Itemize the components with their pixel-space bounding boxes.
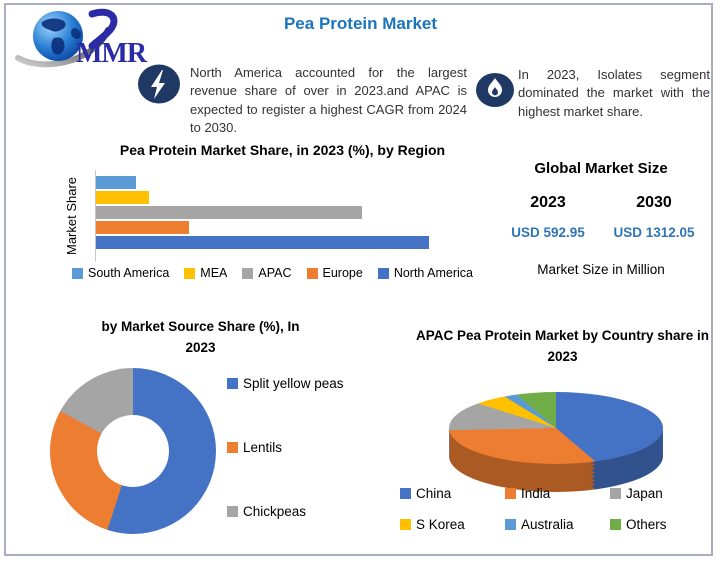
legend-swatch bbox=[227, 442, 238, 453]
legend-item-apac: APAC bbox=[242, 266, 292, 280]
logo-text: MMR bbox=[76, 38, 148, 69]
bar-mea bbox=[96, 191, 150, 204]
legend-swatch bbox=[400, 488, 411, 499]
legend-swatch bbox=[377, 267, 389, 279]
legend-item-lentils: Lentils bbox=[227, 440, 344, 455]
page-title: Pea Protein Market bbox=[283, 14, 438, 33]
bar-europe bbox=[96, 221, 190, 234]
legend-swatch bbox=[184, 267, 196, 279]
legend-swatch bbox=[227, 378, 238, 389]
legend-item-australia: Australia bbox=[505, 517, 610, 532]
globe-logo-icon: MMR bbox=[15, 8, 149, 69]
legend-label: MEA bbox=[200, 266, 228, 280]
legend-label: Europe bbox=[322, 266, 363, 280]
legend-label: APAC bbox=[258, 266, 292, 280]
bar-chart-legend: South America MEA APAC Europe North America bbox=[70, 266, 475, 280]
bar-apac bbox=[96, 206, 363, 219]
bar-chart-axis bbox=[95, 170, 96, 262]
lightning-icon bbox=[138, 63, 180, 110]
donut-legend: Split yellow peas Lentils Chickpeas bbox=[227, 376, 344, 519]
pie-chart-title: APAC Pea Protein Market by Country share… bbox=[415, 328, 710, 364]
legend-item-s-korea: S Korea bbox=[400, 517, 505, 532]
bar-chart-title: Pea Protein Market Share, in 2023 (%), b… bbox=[119, 142, 446, 158]
legend-swatch bbox=[505, 519, 516, 530]
legend-label: Others bbox=[626, 517, 667, 532]
callout-north-america: North America accounted for the largest … bbox=[190, 65, 467, 136]
market-size-values: USD 592.95 USD 1312.05 bbox=[495, 225, 707, 240]
legend-item-chickpeas: Chickpeas bbox=[227, 504, 344, 519]
pie-top-surface bbox=[449, 392, 663, 464]
pie-chart bbox=[449, 392, 663, 496]
market-size-years: 2023 2030 bbox=[495, 194, 707, 212]
legend-label: Australia bbox=[521, 517, 574, 532]
legend-item-south-america: South America bbox=[71, 266, 170, 280]
legend-label: Lentils bbox=[243, 440, 283, 455]
legend-item-india: India bbox=[505, 486, 610, 501]
legend-item-north-america: North America bbox=[377, 266, 474, 280]
legend-item-mea: MEA bbox=[184, 266, 227, 280]
bar-south-america bbox=[96, 176, 136, 189]
legend-label: Chickpeas bbox=[243, 504, 307, 519]
legend-swatch bbox=[610, 519, 621, 530]
legend-swatch bbox=[505, 488, 516, 499]
legend-label: Japan bbox=[626, 486, 663, 501]
market-size-value-2023: USD 592.95 bbox=[511, 225, 585, 240]
legend-label: Split yellow peas bbox=[243, 376, 344, 391]
legend-item-japan: Japan bbox=[610, 486, 715, 501]
donut-hole bbox=[97, 415, 169, 487]
legend-label: S Korea bbox=[416, 517, 465, 532]
donut-chart-title: by Market Source Share (%), In 2023 bbox=[101, 319, 300, 355]
legend-swatch bbox=[306, 267, 318, 279]
legend-swatch bbox=[610, 488, 621, 499]
page-border bbox=[4, 3, 713, 556]
donut-chart bbox=[50, 368, 216, 534]
bar-chart-bars bbox=[96, 176, 436, 251]
pie-legend: China India Japan S Korea Australia Others bbox=[400, 486, 718, 532]
legend-swatch bbox=[71, 267, 83, 279]
legend-swatch bbox=[227, 506, 238, 517]
legend-label: North America bbox=[393, 266, 474, 280]
market-size-value-2030: USD 1312.05 bbox=[613, 225, 695, 240]
market-size-year-2023: 2023 bbox=[530, 194, 566, 211]
callout-isolates: In 2023, Isolates segment dominated the … bbox=[518, 67, 710, 119]
legend-item-others: Others bbox=[610, 517, 715, 532]
bar-north-america bbox=[96, 236, 429, 249]
market-size-note: Market Size in Million bbox=[537, 262, 665, 277]
legend-item-europe: Europe bbox=[306, 266, 363, 280]
flame-icon bbox=[476, 72, 514, 113]
market-size-year-2030: 2030 bbox=[636, 194, 672, 211]
legend-label: China bbox=[416, 486, 452, 501]
legend-swatch bbox=[242, 267, 254, 279]
legend-label: India bbox=[521, 486, 551, 501]
legend-item-china: China bbox=[400, 486, 505, 501]
mmr-logo: MMR bbox=[14, 8, 164, 77]
legend-label: South America bbox=[87, 266, 170, 280]
bar-chart-ylabel: Market Share bbox=[64, 176, 79, 255]
market-size-heading: Global Market Size bbox=[534, 160, 668, 177]
legend-item-split-yellow-peas: Split yellow peas bbox=[227, 376, 344, 391]
legend-swatch bbox=[400, 519, 411, 530]
